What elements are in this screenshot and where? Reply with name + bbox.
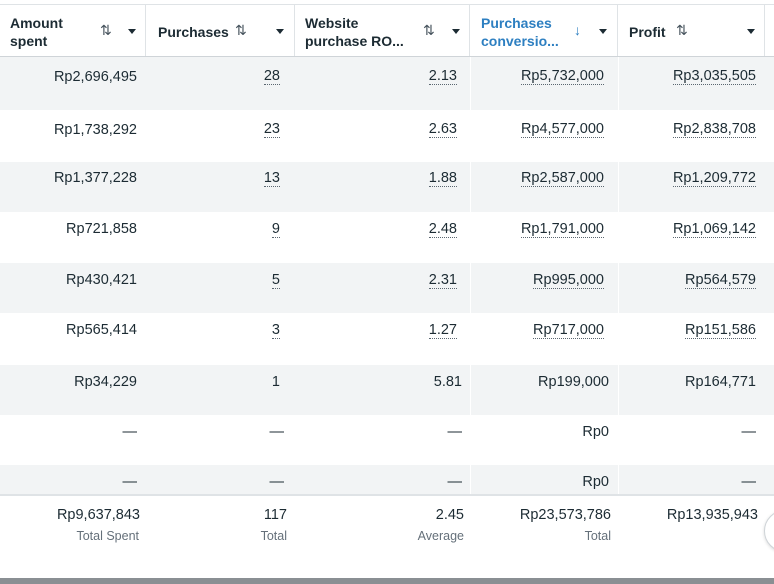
cell-purchases-conversion-value: Rp199,000 (538, 374, 609, 390)
cell-website-purchase-roas[interactable]: 2.31 (428, 272, 457, 289)
cell-purchases[interactable]: 28 (263, 68, 280, 85)
average-roas-value: 2.45 (435, 507, 464, 523)
cell-profit[interactable]: Rp1,209,772 (672, 170, 756, 187)
cell-amount-spent: — (122, 424, 138, 440)
cell-purchases[interactable]: 13 (263, 170, 280, 187)
column-header-label-line2: spent (10, 33, 48, 49)
chevron-down-icon[interactable] (128, 29, 136, 34)
table-row: — — — Rp0 — (0, 465, 774, 494)
cell-amount-spent: Rp1,377,228 (53, 170, 137, 186)
cell-purchases-conversion-value[interactable]: Rp4,577,000 (520, 121, 604, 138)
column-header-label: Amount (10, 15, 63, 31)
cell-purchases[interactable]: 9 (271, 221, 280, 238)
cell-profit: Rp164,771 (685, 374, 756, 390)
cell-purchases[interactable]: 23 (263, 121, 280, 138)
cell-profit[interactable]: Rp3,035,505 (672, 68, 756, 85)
cell-amount-spent: Rp430,421 (66, 272, 137, 288)
column-divider (618, 57, 619, 494)
column-header-purchases-conversion-value[interactable]: Purchases conversio... ↓ (470, 5, 618, 56)
cell-website-purchase-roas[interactable]: 2.63 (428, 121, 457, 138)
column-header-label-line2: purchase RO... (305, 33, 404, 49)
sort-up-down-icon[interactable]: ⇅ (235, 22, 247, 38)
cell-amount-spent: Rp721,858 (66, 221, 137, 237)
cell-website-purchase-roas[interactable]: 2.13 (428, 68, 457, 85)
cell-amount-spent: Rp1,738,292 (53, 122, 137, 138)
cell-website-purchase-roas[interactable]: 1.27 (428, 322, 457, 339)
total-profit-value: Rp13,935,943 (666, 507, 758, 523)
cell-purchases: — (269, 474, 285, 490)
cell-amount-spent: — (122, 474, 138, 490)
chevron-down-icon[interactable] (452, 29, 460, 34)
table-row: Rp1,377,228 13 1.88 Rp2,587,000 Rp1,209,… (0, 162, 774, 212)
cell-purchases[interactable]: 5 (271, 272, 280, 289)
column-header-website-purchase-roas[interactable]: Website purchase RO... ⇅ (295, 5, 470, 56)
cell-purchases-conversion-value: Rp0 (582, 474, 609, 490)
total-amount-spent-value: Rp9,637,843 (56, 507, 140, 523)
sort-up-down-icon[interactable]: ⇅ (676, 22, 688, 38)
cell-profit[interactable]: Rp151,586 (685, 322, 756, 339)
total-conversion-value: Rp23,573,786 (519, 507, 611, 523)
total-conversion-label: Total (584, 529, 611, 543)
column-header-amount-spent[interactable]: Amount spent ⇅ (0, 5, 146, 56)
table-row: Rp430,421 5 2.31 Rp995,000 Rp564,579 (0, 263, 774, 313)
chevron-down-icon[interactable] (747, 29, 755, 34)
cell-website-purchase-roas[interactable]: 1.88 (428, 170, 457, 187)
table-row: Rp2,696,495 28 2.13 Rp5,732,000 Rp3,035,… (0, 57, 774, 110)
cell-profit[interactable]: Rp564,579 (685, 272, 756, 289)
total-purchases-label: Total (260, 529, 287, 543)
cell-website-purchase-roas: — (447, 474, 463, 490)
cell-website-purchase-roas: — (447, 424, 463, 440)
table-row: Rp1,738,292 23 2.63 Rp4,577,000 Rp2,838,… (0, 110, 774, 162)
table-row: — — — Rp0 — (0, 415, 774, 465)
cell-amount-spent: Rp2,696,495 (53, 69, 137, 85)
sort-up-down-icon[interactable]: ⇅ (423, 22, 435, 38)
total-purchases-value: 117 (263, 507, 287, 523)
horizontal-scrollbar[interactable] (0, 578, 774, 584)
cell-purchases-conversion-value[interactable]: Rp2,587,000 (520, 170, 604, 187)
cell-purchases[interactable]: 3 (271, 322, 280, 339)
cell-profit: — (741, 424, 757, 440)
table-row: Rp565,414 3 1.27 Rp717,000 Rp151,586 (0, 313, 774, 365)
chevron-down-icon[interactable] (599, 29, 607, 34)
cell-amount-spent: Rp34,229 (74, 374, 137, 390)
total-amount-spent-label: Total Spent (76, 529, 139, 543)
sort-up-down-icon[interactable]: ⇅ (100, 22, 112, 38)
cell-profit[interactable]: Rp1,069,142 (672, 221, 756, 238)
cell-purchases-conversion-value[interactable]: Rp5,732,000 (520, 68, 604, 85)
cell-amount-spent: Rp565,414 (66, 322, 137, 338)
column-header-label: Profit (629, 24, 666, 40)
chevron-down-icon[interactable] (276, 29, 284, 34)
column-divider (470, 57, 471, 494)
totals-row: Rp9,637,843 Total Spent 117 Total 2.45 A… (0, 494, 774, 580)
table-header: Amount spent ⇅ Purchases ⇅ Website purch… (0, 4, 774, 57)
column-header-purchases[interactable]: Purchases ⇅ (146, 5, 295, 56)
cell-purchases: 1 (271, 374, 280, 390)
cell-website-purchase-roas[interactable]: 2.48 (428, 221, 457, 238)
cell-profit: — (741, 474, 757, 490)
table-row: Rp721,858 9 2.48 Rp1,791,000 Rp1,069,142 (0, 212, 774, 263)
column-header-label-line2: conversio... (481, 33, 559, 49)
column-header-label: Website (305, 15, 359, 31)
cell-website-purchase-roas: 5.81 (433, 374, 462, 390)
average-roas-label: Average (417, 529, 464, 543)
cell-purchases-conversion-value: Rp0 (582, 424, 609, 440)
cell-purchases: — (269, 424, 285, 440)
cell-purchases-conversion-value[interactable]: Rp995,000 (533, 272, 604, 289)
column-header-label: Purchases (481, 15, 552, 31)
cell-purchases-conversion-value[interactable]: Rp717,000 (533, 322, 604, 339)
cell-purchases-conversion-value[interactable]: Rp1,791,000 (520, 221, 604, 238)
column-header-profit[interactable]: Profit ⇅ (618, 5, 765, 56)
table-row: Rp34,229 1 5.81 Rp199,000 Rp164,771 (0, 365, 774, 415)
cell-profit[interactable]: Rp2,838,708 (672, 121, 756, 138)
sort-descending-arrow-icon[interactable]: ↓ (574, 22, 581, 38)
column-header-label: Purchases (158, 24, 229, 40)
